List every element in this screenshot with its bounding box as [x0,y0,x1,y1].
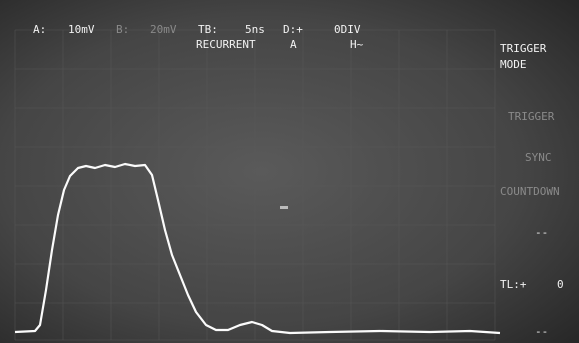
menu-title: TRIGGER [500,42,547,55]
marker [280,206,288,209]
status-text: A [290,38,297,51]
menu-item[interactable]: -- [535,226,548,239]
status-text: TB: [198,23,218,36]
status-text: A: [33,23,46,36]
status-text: 10mV [68,23,95,36]
status-text: 0DIV [334,23,361,36]
menu-item[interactable]: COUNTDOWN [500,185,560,198]
screen: A: 10mV B: 20mV TB: 5ns D:+ 0DIV RECURRE… [0,0,579,343]
status-text: 20mV [150,23,177,36]
trigger-level-value: 0 [557,278,564,291]
status-text: RECURRENT [196,38,256,51]
menu-footer: -- [535,325,548,338]
menu-item[interactable]: SYNC [525,151,552,164]
background [0,0,579,343]
status-text: B: [116,23,129,36]
status-text: D:+ [283,23,303,36]
oscilloscope-screen: A: 10mV B: 20mV TB: 5ns D:+ 0DIV RECURRE… [0,0,579,343]
status-text: 5ns [245,23,265,36]
menu-title: MODE [500,58,527,71]
status-text: H~ [350,38,364,51]
menu-item[interactable]: TRIGGER [508,110,555,123]
trigger-level-label: TL:+ [500,278,527,291]
